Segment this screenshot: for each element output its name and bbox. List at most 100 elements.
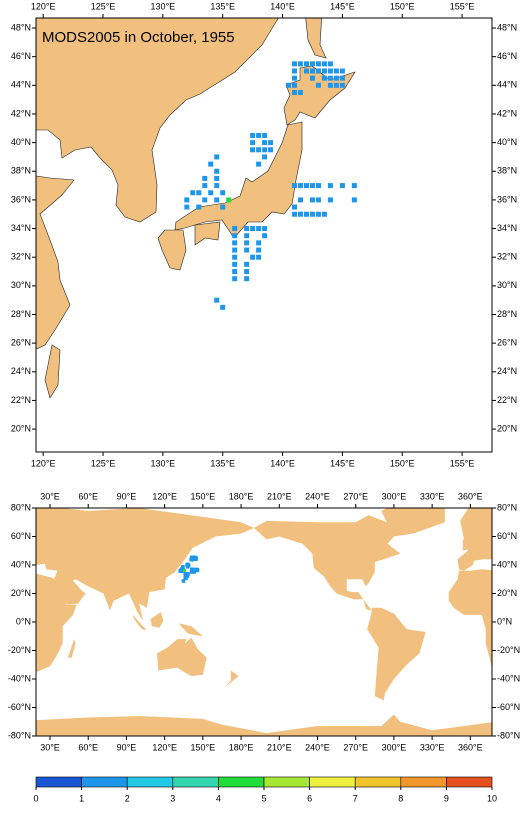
- kyushu: [157, 229, 187, 271]
- observation: [214, 297, 220, 303]
- observation: [190, 558, 194, 562]
- observation: [321, 211, 327, 217]
- observation: [208, 161, 214, 167]
- y-tick-label: 32°N: [497, 252, 517, 262]
- x-tick-label: 180°E: [229, 491, 254, 501]
- observation: [327, 183, 333, 189]
- observation: [315, 82, 321, 88]
- sakhalin: [305, 18, 327, 59]
- observation: [214, 197, 220, 203]
- x-tick-label: 145°E: [330, 1, 355, 11]
- observation: [262, 132, 268, 138]
- observation: [220, 204, 226, 210]
- observation: [190, 190, 196, 196]
- colorbar-label: 5: [261, 793, 266, 803]
- y-tick-label: 60°N: [11, 531, 31, 541]
- axes: 120°E 120°E 125°E 125°E 130°E 130°E 135°E 135°E…: [8, 1, 520, 752]
- x-tick-label: 330°E: [420, 742, 445, 752]
- x-tick-label: 150°E: [191, 491, 216, 501]
- observation: [292, 68, 298, 74]
- y-tick-label: 80°N: [11, 502, 31, 512]
- colorbar-segment: [400, 776, 447, 788]
- observation: [232, 233, 238, 239]
- continent: [36, 508, 254, 621]
- observation: [309, 61, 315, 67]
- observation: [303, 68, 309, 74]
- observation: [220, 190, 226, 196]
- observation: [256, 247, 262, 253]
- taiwan: [44, 344, 61, 399]
- continent: [448, 569, 492, 670]
- x-tick-label: 90°E: [117, 742, 137, 752]
- colorbar-segment: [172, 776, 219, 788]
- colorbar-segment: [218, 776, 265, 788]
- observation: [339, 68, 345, 74]
- x-tick-label: 150°E: [191, 742, 216, 752]
- colorbar-segment: [81, 776, 128, 788]
- observation: [182, 579, 186, 583]
- y-tick-label: 28°N: [497, 309, 517, 319]
- y-tick-label: 46°N: [11, 51, 31, 61]
- observation: [309, 211, 315, 217]
- observation: [232, 269, 238, 275]
- observation: [250, 132, 256, 138]
- observation: [202, 183, 208, 189]
- observation: [244, 276, 250, 282]
- observation: [292, 211, 298, 217]
- china-coast: [36, 175, 75, 350]
- x-tick-label: 330°E: [420, 491, 445, 501]
- y-tick-label: -80°N: [497, 730, 520, 740]
- colorbar-label: 9: [444, 793, 449, 803]
- observation: [184, 197, 190, 203]
- observation: [250, 226, 256, 232]
- colorbar-label: 6: [307, 793, 312, 803]
- observation: [262, 147, 268, 153]
- continent: [67, 639, 76, 658]
- colorbar-label: 4: [216, 793, 221, 803]
- observation: [202, 175, 208, 181]
- x-tick-label: 30°E: [40, 491, 60, 501]
- y-tick-label: 34°N: [497, 223, 517, 233]
- observation: [351, 183, 357, 189]
- x-tick-label: 150°E: [390, 458, 415, 468]
- observation: [327, 68, 333, 74]
- continent: [178, 623, 203, 637]
- continent: [36, 573, 77, 672]
- observation: [179, 569, 183, 573]
- observation: [220, 304, 226, 310]
- continent: [457, 508, 492, 571]
- x-tick-label: 30°E: [40, 742, 60, 752]
- y-tick-label: 40°N: [11, 559, 31, 569]
- observation: [250, 254, 256, 260]
- colorbar-segment: [446, 776, 493, 788]
- x-tick-label: 120°E: [152, 742, 177, 752]
- observation: [309, 68, 315, 74]
- observation: [256, 132, 262, 138]
- observation: [315, 183, 321, 189]
- observation: [262, 154, 268, 160]
- y-tick-label: -60°N: [8, 702, 31, 712]
- y-tick-label: 36°N: [497, 194, 517, 204]
- x-tick-label: 155°E: [450, 1, 475, 11]
- observation: [327, 61, 333, 67]
- continent: [150, 612, 164, 628]
- observation: [214, 183, 220, 189]
- y-tick-label: 38°N: [11, 166, 31, 176]
- y-tick-label: 20°N: [11, 423, 31, 433]
- observation: [256, 147, 262, 153]
- y-tick-label: 80°N: [497, 502, 517, 512]
- x-tick-label: 180°E: [229, 742, 254, 752]
- y-tick-label: 42°N: [11, 108, 31, 118]
- observation: [298, 89, 304, 95]
- x-tick-label: 150°E: [390, 1, 415, 11]
- colorbar-segment: [263, 776, 310, 788]
- x-tick-label: 120°E: [31, 458, 56, 468]
- x-tick-label: 145°E: [330, 458, 355, 468]
- observation: [184, 577, 188, 581]
- observation: [303, 183, 309, 189]
- y-tick-label: 40°N: [497, 559, 517, 569]
- observation: [186, 565, 190, 569]
- x-tick-label: 270°E: [343, 742, 368, 752]
- observation: [184, 204, 190, 210]
- x-tick-label: 155°E: [450, 458, 475, 468]
